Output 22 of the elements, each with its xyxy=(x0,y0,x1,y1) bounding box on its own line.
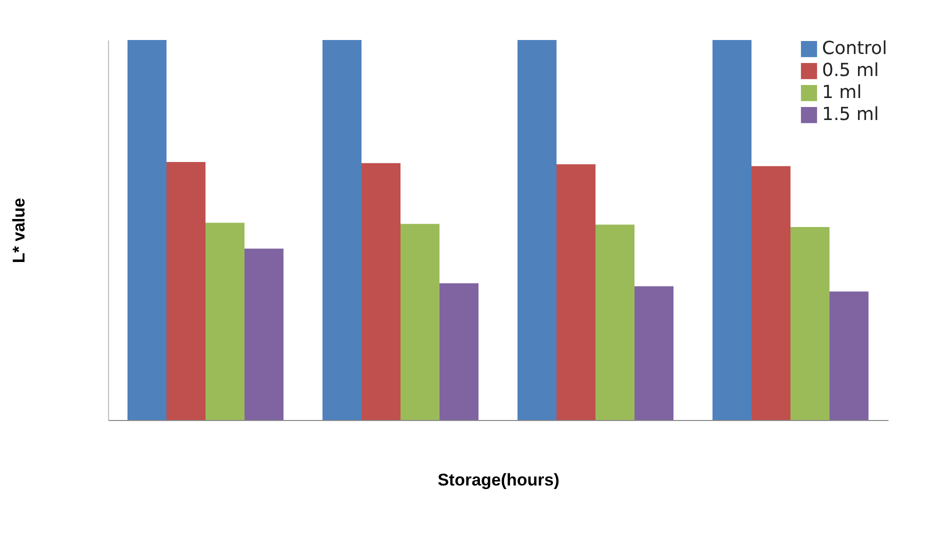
bar xyxy=(790,226,830,420)
legend-label: 1.5 ml xyxy=(822,104,879,125)
bar xyxy=(518,40,556,420)
legend-label: Control xyxy=(822,38,888,59)
bar xyxy=(752,166,790,420)
bar xyxy=(244,248,284,420)
legend-label: 0.5 ml xyxy=(822,60,879,81)
bar xyxy=(322,40,362,420)
bar xyxy=(400,224,440,420)
bar xyxy=(596,224,634,420)
bar xyxy=(128,40,166,420)
bar xyxy=(166,162,206,420)
x-axis-title: Storage(hours) xyxy=(438,470,560,490)
bar xyxy=(712,40,752,420)
bar xyxy=(556,164,596,420)
bar xyxy=(206,222,244,420)
bar xyxy=(362,163,400,420)
bar xyxy=(830,292,868,420)
y-axis-title: L* value xyxy=(10,198,28,264)
bar xyxy=(634,286,674,420)
bar xyxy=(440,283,478,420)
legend-label: 1 ml xyxy=(822,82,862,103)
